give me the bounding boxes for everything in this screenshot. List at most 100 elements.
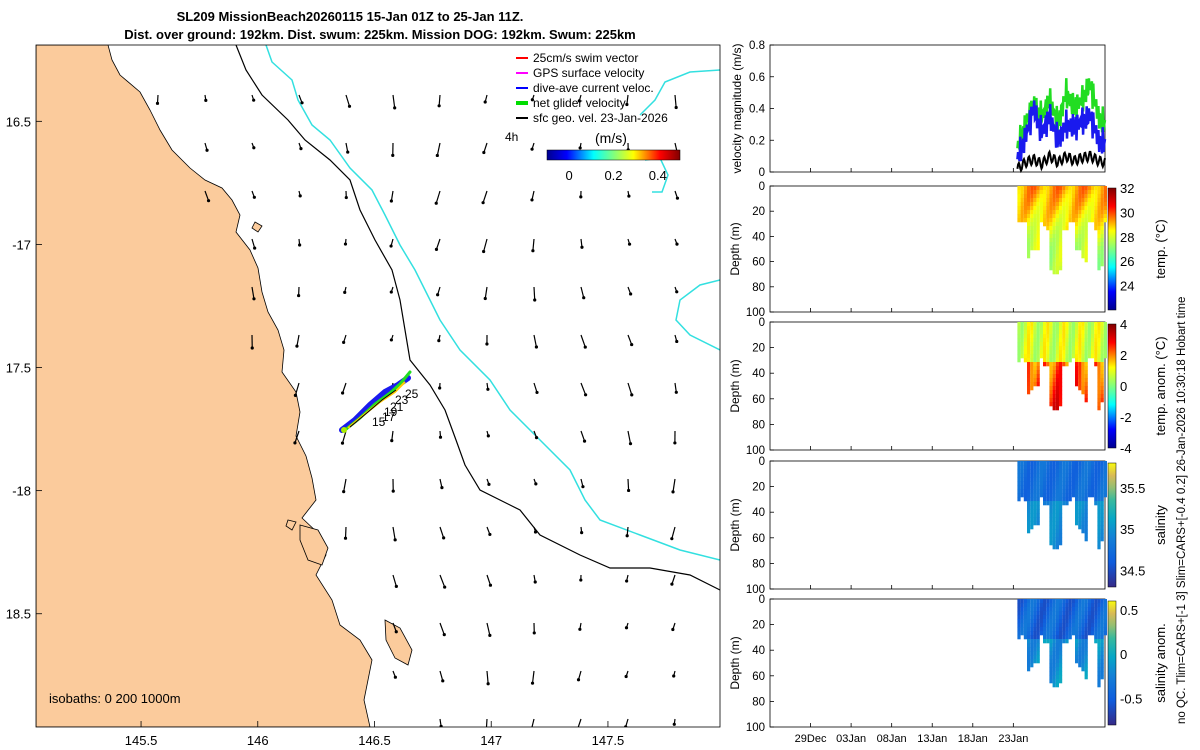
section-cell xyxy=(1091,186,1095,191)
section-cell xyxy=(1068,599,1072,604)
section-cell xyxy=(1097,342,1101,347)
section-cell xyxy=(1030,194,1034,199)
legend-label: GPS surface velocity xyxy=(533,66,644,80)
section-cell xyxy=(1039,473,1043,478)
section-cell xyxy=(1052,517,1056,522)
section-cell xyxy=(1100,226,1104,231)
section-cell xyxy=(1097,521,1101,526)
section-cell xyxy=(1078,238,1082,243)
panel-y-tick-label: 80 xyxy=(752,419,765,431)
section-cell xyxy=(1081,350,1085,355)
section-cell xyxy=(1062,198,1066,203)
section-cell xyxy=(1091,190,1095,195)
section-cell xyxy=(1052,623,1056,628)
section-cell xyxy=(1043,218,1047,223)
section-cell xyxy=(1055,234,1059,239)
velocity-vector-head xyxy=(670,537,674,541)
section-cell xyxy=(1052,226,1056,231)
section-cell xyxy=(1030,334,1034,339)
section-cell xyxy=(1062,619,1066,624)
velocity-vector-head xyxy=(486,434,490,438)
section-cell xyxy=(1078,473,1082,478)
section-cell xyxy=(1055,326,1059,331)
section-cell xyxy=(1081,469,1085,474)
section-cell xyxy=(1097,619,1101,624)
section-cell xyxy=(1036,246,1040,251)
section-cell xyxy=(1052,242,1056,247)
section-cell xyxy=(1071,330,1075,335)
section-cell xyxy=(1062,326,1066,331)
section-cell xyxy=(1081,647,1085,652)
section-cell xyxy=(1046,354,1050,359)
panel-y-label: Depth (m) xyxy=(728,359,742,412)
velocity-vector-head xyxy=(630,342,634,347)
section-cell xyxy=(1091,473,1095,478)
section-cell xyxy=(1055,362,1059,367)
velocity-vector xyxy=(436,142,441,156)
section-cell xyxy=(1065,202,1069,207)
section-cell xyxy=(1036,461,1040,466)
section-cell xyxy=(1036,521,1040,526)
velocity-vector-head xyxy=(343,290,347,294)
section-cell xyxy=(1078,525,1082,530)
section-cell xyxy=(1068,190,1072,195)
section-cell xyxy=(1055,354,1059,359)
section-cell xyxy=(1075,477,1079,482)
section-cell xyxy=(1027,250,1031,255)
section-cell xyxy=(1046,627,1050,632)
section-cell xyxy=(1062,358,1066,363)
section-cell xyxy=(1017,611,1021,616)
section-cell xyxy=(1078,521,1082,526)
section-cell xyxy=(1062,194,1066,199)
velocity-vector xyxy=(483,142,488,153)
section-cell xyxy=(1036,234,1040,239)
section-cell xyxy=(1059,603,1063,608)
section-cell xyxy=(1075,623,1079,628)
legend-label: sfc geo. vel. 23-Jan-2026 xyxy=(533,111,668,125)
section-cell xyxy=(1081,214,1085,219)
section-cell xyxy=(1078,198,1082,203)
section-cell xyxy=(1103,322,1107,327)
velocity-vector-head xyxy=(629,292,633,296)
section-cell xyxy=(1075,473,1079,478)
section-cell xyxy=(1084,210,1088,215)
section-cell xyxy=(1100,230,1104,235)
section-cell xyxy=(1078,246,1082,251)
section-cell xyxy=(1046,489,1050,494)
section-cell xyxy=(1055,350,1059,355)
section-cell xyxy=(1039,186,1043,191)
velocity-vector-head xyxy=(391,153,395,157)
section-cell xyxy=(1030,186,1034,191)
section-cell xyxy=(1075,214,1079,219)
section-cell xyxy=(1030,238,1034,243)
section-cell xyxy=(1036,214,1040,219)
section-cell xyxy=(1068,186,1072,191)
section-cell xyxy=(1052,631,1056,636)
section-cell xyxy=(1097,350,1101,355)
section-cell xyxy=(1059,370,1063,375)
section-cell xyxy=(1033,194,1037,199)
section-cell xyxy=(1100,485,1104,490)
section-cell xyxy=(1049,529,1053,534)
velocity-vector-head xyxy=(389,199,393,203)
legend-interval-label: 4h xyxy=(505,130,518,144)
section-cell xyxy=(1033,334,1037,339)
section-cell xyxy=(1052,675,1056,680)
section-cell xyxy=(1055,254,1059,259)
section-cell xyxy=(1046,477,1050,482)
section-cell xyxy=(1065,326,1069,331)
section-cell xyxy=(1043,338,1047,343)
section-cell xyxy=(1075,517,1079,522)
section-cell xyxy=(1052,521,1056,526)
section-cell xyxy=(1094,326,1098,331)
velocity-vector-head xyxy=(674,390,678,394)
velocity-vector-head xyxy=(580,531,584,535)
section-cell xyxy=(1097,679,1101,684)
velocity-vector-head xyxy=(253,246,257,250)
section-cell xyxy=(1081,366,1085,371)
section-cell xyxy=(1055,469,1059,474)
section-cell xyxy=(1055,545,1059,550)
section-cell xyxy=(1052,258,1056,263)
section-cell xyxy=(1049,254,1053,259)
section-cell xyxy=(1068,342,1072,347)
